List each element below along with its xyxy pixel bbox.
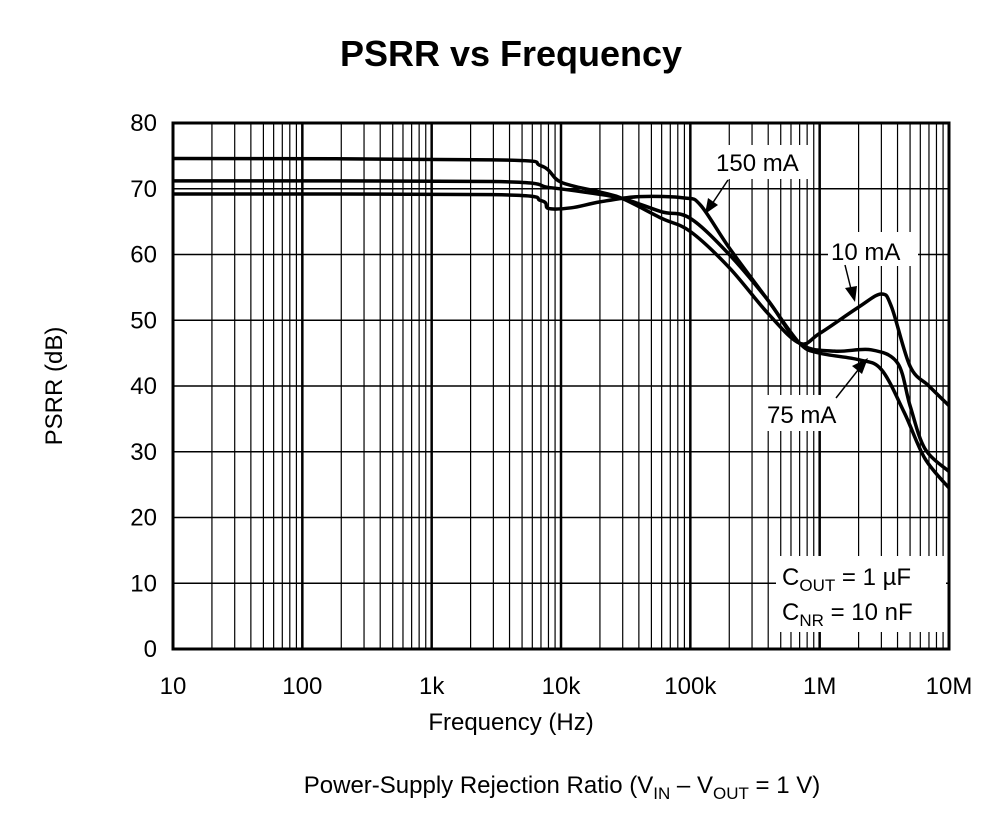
arrowhead-75ma (852, 358, 868, 374)
y-tick-label: 70 (130, 176, 157, 203)
y-tick-label: 0 (144, 636, 157, 663)
x-tick-label: 1k (419, 673, 445, 700)
x-tick-label: 100k (664, 673, 717, 700)
label-75ma: 75 mA (767, 402, 836, 429)
x-tick-label: 10 (160, 673, 187, 700)
x-tick-label: 1M (803, 673, 836, 700)
conditions-box: COUT = 1 µF CNR = 10 nF (776, 556, 946, 632)
y-tick-label: 60 (130, 242, 157, 269)
annotation-10ma: 10 mA (828, 232, 918, 302)
condition-cout: COUT = 1 µF (782, 564, 911, 595)
label-150ma: 150 mA (716, 150, 799, 177)
series-line-150ma (172, 192, 951, 490)
condition-cnr: CNR = 10 nF (782, 599, 913, 630)
series-line-75ma (172, 179, 951, 473)
x-axis-label: Frequency (Hz) (428, 709, 593, 736)
y-tick-label: 80 (130, 110, 157, 137)
figure-caption: Power-Supply Rejection Ratio (VIN – VOUT… (304, 772, 820, 803)
x-tick-label: 10k (542, 673, 582, 700)
x-tick-label: 10M (926, 673, 973, 700)
arrowhead-10ma (845, 286, 857, 302)
annotation-75ma: 75 mA (765, 358, 868, 431)
y-tick-label: 10 (130, 570, 157, 597)
y-axis-label: PSRR (dB) (41, 327, 68, 446)
chart-title: PSRR vs Frequency (340, 33, 682, 74)
label-10ma: 10 mA (831, 239, 900, 266)
y-tick-label: 50 (130, 307, 157, 334)
annotation-150ma: 150 mA (705, 145, 812, 214)
x-tick-label: 100 (282, 673, 322, 700)
y-tick-label: 20 (130, 505, 157, 532)
arrowhead-150ma (705, 198, 718, 214)
plot-frame (171, 121, 951, 651)
series-line-10ma (172, 156, 951, 407)
y-tick-label: 40 (130, 373, 157, 400)
y-tick-label: 30 (130, 439, 157, 466)
series-group (172, 156, 951, 490)
